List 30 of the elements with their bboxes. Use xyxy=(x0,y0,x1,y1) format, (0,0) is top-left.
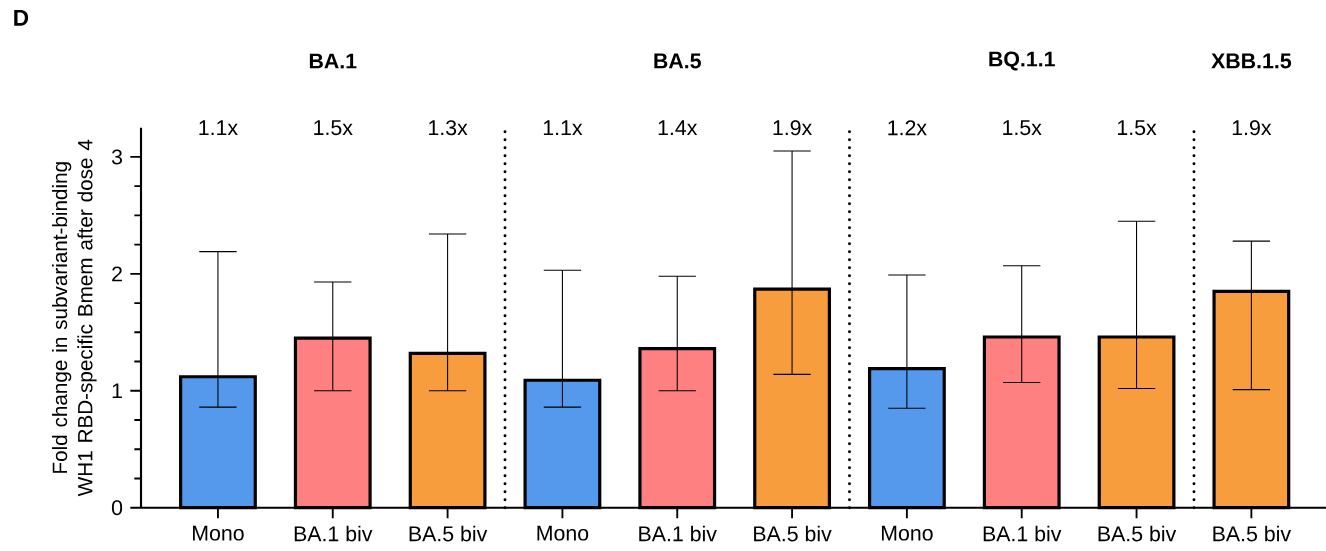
x-tick-label: BA.5 biv xyxy=(754,525,832,542)
x-tick-label: BA.1 biv xyxy=(983,525,1062,542)
annotation: 1.5x xyxy=(314,120,353,136)
text: BA.1 xyxy=(309,53,357,69)
x-tick-label: Mono xyxy=(881,525,933,541)
x-tick-label: BA.5 biv xyxy=(409,525,488,542)
y-axis-title: Fold change in subvariant-binding WH1 RBD-specific Bmem after dose 4 xyxy=(52,139,97,497)
y-tick-label: 3 xyxy=(111,149,123,165)
annotation: 1.5x xyxy=(1118,120,1157,136)
y-tick-label: 2 xyxy=(112,266,122,282)
x-tick-label: BA.1 biv xyxy=(294,525,373,542)
x-tick-label: Mono xyxy=(193,525,244,541)
text: BA.5 xyxy=(654,53,701,69)
annotation: 1.9x xyxy=(1232,120,1272,136)
y-tick-label: 1 xyxy=(112,383,122,399)
annotation: 1.3x xyxy=(429,120,468,136)
annotation: 1.2x xyxy=(888,120,927,136)
annotation: 1.5x xyxy=(1003,120,1042,136)
annotation: 1.4x xyxy=(658,120,698,136)
annotation: 1.1x xyxy=(543,120,583,136)
y-tick-label: 0 xyxy=(111,500,123,516)
x-tick-label: BA.1 biv xyxy=(639,525,717,542)
x-tick-label: BA.5 biv xyxy=(1098,525,1177,542)
text: D xyxy=(14,10,29,26)
annotation: 1.9x xyxy=(773,120,812,136)
x-tick-label: Mono xyxy=(537,525,589,541)
x-tick-label: BA.5 biv xyxy=(1213,525,1292,542)
text: BQ.1.1 xyxy=(989,51,1055,71)
annotation: 1.1x xyxy=(199,120,238,136)
text: XBB.1.5 xyxy=(1211,53,1292,69)
